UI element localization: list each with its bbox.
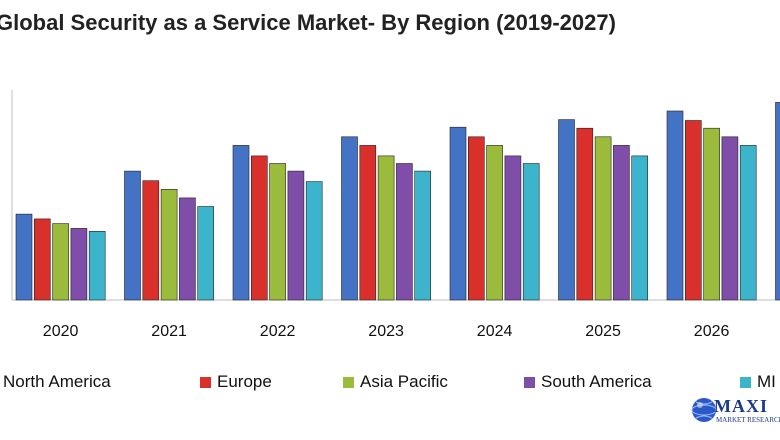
bar-south-america-2022	[287, 170, 305, 301]
bar-north-america-2020	[15, 213, 33, 301]
bar-asia-pacific-2025	[594, 136, 612, 301]
legend-item-europe: Europe	[200, 370, 272, 394]
bar-europe-2024	[467, 136, 485, 301]
bar-mea-2021	[197, 206, 214, 301]
bar-south-america-2026	[721, 136, 739, 301]
bar-south-america-2020	[70, 228, 88, 301]
legend: North America Europe Asia Pacific South …	[0, 370, 780, 394]
bar-chart: 20202021202220232024202520262027	[11, 90, 780, 340]
legend-swatch	[200, 376, 211, 388]
legend-item-north-america: North America	[0, 370, 111, 394]
bar-mea-2022	[305, 181, 323, 301]
bar-mea-2025	[631, 155, 649, 301]
legend-item-south-america: South America	[524, 370, 652, 394]
x-tick-label: 2020	[43, 323, 79, 340]
company-logo: MAXI MARKET RESEARCH	[690, 386, 780, 440]
x-tick-label: 2024	[477, 323, 513, 340]
bar-asia-pacific-2023	[377, 155, 395, 301]
bar-mea-2023	[414, 170, 432, 301]
bar-asia-pacific-2021	[160, 189, 178, 301]
bar-south-america-2025	[613, 145, 630, 301]
legend-item-mea: MI	[740, 370, 776, 394]
x-tick-label: 2021	[151, 323, 187, 340]
x-tick-labels: 20202021202220232024202520262027	[43, 323, 730, 340]
bar-north-america-2024	[449, 126, 467, 301]
legend-label: North America	[3, 372, 111, 391]
legend-label: Asia Pacific	[360, 372, 448, 391]
globe-icon	[691, 398, 717, 422]
bar-europe-2022	[251, 155, 268, 301]
bar-north-america-2023	[341, 136, 358, 301]
x-tick-label: 2023	[368, 323, 404, 340]
bar-asia-pacific-2024	[486, 145, 503, 301]
chart-title: Global Security as a Service Market- By …	[0, 10, 616, 35]
bar-asia-pacific-2026	[703, 127, 720, 301]
bar-south-america-2021	[179, 197, 196, 301]
bar-mea-2024	[522, 163, 540, 301]
legend-label: South America	[541, 372, 652, 391]
bar-mea-2020	[88, 231, 106, 301]
bar-europe-2020	[33, 218, 51, 301]
x-tick-label: 2026	[694, 323, 730, 340]
x-tick-label: 2025	[585, 323, 621, 340]
bar-north-america-2026	[666, 110, 684, 301]
legend-swatch	[740, 376, 751, 388]
logo-subtext: MARKET RESEARCH	[716, 416, 780, 424]
bar-north-america-2025	[558, 119, 575, 301]
bar-asia-pacific-2020	[52, 223, 69, 301]
logo-text: MAXI	[714, 396, 768, 416]
bar-south-america-2024	[504, 155, 522, 301]
legend-label: Europe	[217, 372, 272, 391]
bar-north-america-2021	[124, 170, 141, 301]
bar-europe-2026	[684, 120, 702, 301]
bar-europe-2023	[359, 145, 377, 301]
bar-europe-2021	[142, 180, 160, 301]
bar-south-america-2023	[396, 163, 413, 301]
bar-mea-2026	[739, 145, 757, 301]
bar-north-america-2022	[232, 145, 250, 301]
legend-item-asia-pacific: Asia Pacific	[343, 370, 448, 394]
bar-asia-pacific-2022	[269, 163, 286, 301]
legend-label: MI	[757, 372, 776, 391]
legend-swatch	[524, 376, 535, 388]
bar-north-america-2027	[775, 102, 780, 301]
x-tick-label: 2022	[260, 323, 296, 340]
bar-europe-2025	[576, 127, 594, 301]
legend-swatch	[343, 376, 354, 388]
bars-group	[15, 102, 780, 301]
